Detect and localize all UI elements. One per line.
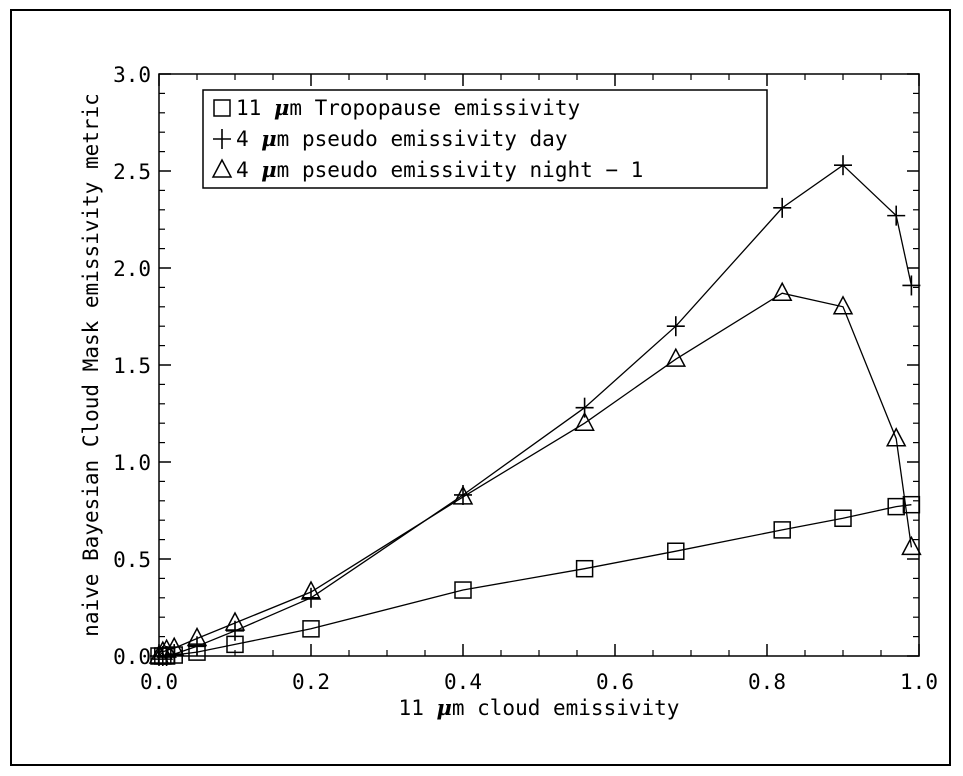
data-point-day (226, 620, 244, 641)
data-point-night (771, 281, 793, 301)
legend-entry-night: 4 μm pseudo emissivity night − 1 (236, 157, 643, 182)
x-tick-label: 0.8 (748, 670, 786, 694)
data-point-day (666, 316, 685, 337)
data-point-tropopause (834, 509, 852, 528)
x-axis-title: 11 μm cloud emissivity (399, 695, 680, 720)
x-tick-label: 1.0 (900, 670, 938, 694)
x-tick-label: 0.4 (444, 670, 482, 694)
x-tick-label: 0.6 (596, 670, 634, 694)
y-tick-label: 3.0 (113, 63, 151, 87)
data-point-tropopause (575, 559, 594, 578)
legend-entry-day: 4 μm pseudo emissivity day (236, 126, 567, 151)
legend-box (202, 89, 768, 189)
series-night (148, 281, 922, 664)
data-point-night (224, 611, 246, 631)
data-point-day (302, 587, 320, 608)
y-tick-label: 1.0 (113, 451, 151, 475)
y-tick-label: 2.0 (113, 257, 151, 281)
data-point-night (452, 485, 474, 505)
series-day (150, 155, 921, 666)
legend-marker-night (211, 158, 233, 178)
data-point-night (148, 644, 170, 664)
data-point-day (887, 205, 906, 226)
series-line-night (158, 292, 913, 657)
y-tick-label: 0.0 (113, 645, 151, 669)
series-layer (148, 155, 922, 666)
axes-layer: 0.0 0.2 0.4 0.6 0.8 1.0 0.0 0.5 1.0 1.5 2.0 2.5 3.0 (113, 63, 938, 694)
data-point-night (300, 580, 322, 600)
series-line-tropopause (159, 504, 912, 657)
data-point-night (163, 636, 185, 656)
legend: 11 μm Tropopause emissivity 4 μm pseudo … (202, 89, 768, 189)
data-point-tropopause (887, 497, 905, 516)
y-tick-label: 2.5 (113, 160, 151, 184)
legend-markers (211, 99, 233, 178)
x-tick-label: 0.0 (140, 670, 178, 694)
data-point-night (885, 427, 907, 447)
data-point-night (186, 626, 208, 647)
series-line-day (159, 164, 913, 657)
data-point-tropopause (302, 620, 320, 638)
data-point-tropopause (902, 495, 921, 514)
data-point-tropopause (454, 581, 472, 599)
data-point-night (574, 411, 595, 431)
y-tick-label: 1.5 (113, 354, 151, 378)
data-point-day (834, 155, 852, 176)
legend-entry-tropopause: 11 μm Tropopause emissivity (236, 95, 580, 120)
data-point-night (832, 295, 854, 315)
series-tropopause (150, 495, 921, 665)
data-point-night (156, 638, 177, 658)
data-point-tropopause (773, 521, 791, 539)
data-point-day (902, 275, 921, 296)
y-tick-label: 0.5 (113, 548, 151, 572)
data-point-tropopause (667, 542, 685, 560)
legend-marker-tropopause (213, 99, 231, 117)
legend-marker-day (213, 129, 231, 149)
x-tick-label: 0.2 (292, 670, 330, 694)
data-point-night (901, 535, 922, 556)
data-point-day (773, 197, 792, 218)
y-axis-title: naive Bayesian Cloud Mask emissivity met… (79, 93, 103, 637)
data-point-night (665, 347, 687, 367)
